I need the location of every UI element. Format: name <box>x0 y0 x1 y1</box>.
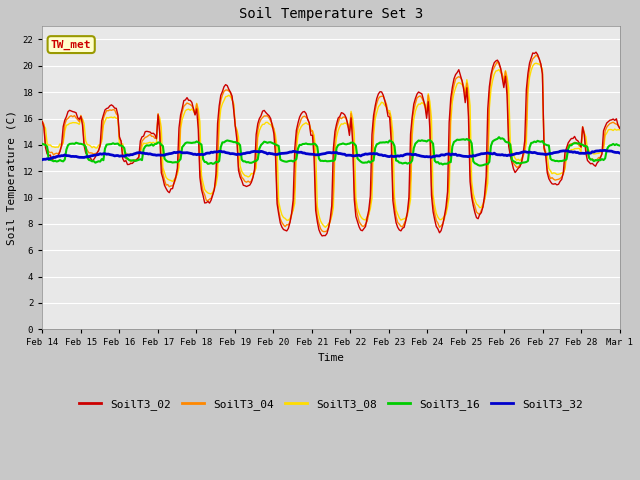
SoilT3_02 <box>318 233 326 239</box>
SoilT3_16 <box>587 156 595 162</box>
Line: SoilT3_16: SoilT3_16 <box>42 137 620 166</box>
SoilT3_32 <box>239 151 247 156</box>
SoilT3_32 <box>602 147 609 153</box>
SoilT3_16 <box>230 139 237 145</box>
SoilT3_02 <box>532 49 540 55</box>
SoilT3_32 <box>230 151 237 156</box>
Text: TW_met: TW_met <box>51 39 92 50</box>
SoilT3_02 <box>239 182 247 188</box>
Line: SoilT3_32: SoilT3_32 <box>42 150 620 160</box>
SoilT3_08 <box>532 60 540 66</box>
SoilT3_04 <box>616 124 623 130</box>
SoilT3_04 <box>109 107 117 113</box>
SoilT3_04 <box>239 176 247 182</box>
SoilT3_32 <box>291 149 299 155</box>
Line: SoilT3_04: SoilT3_04 <box>42 55 620 232</box>
SoilT3_04 <box>532 52 540 58</box>
SoilT3_08 <box>230 100 237 106</box>
SoilT3_04 <box>587 157 595 163</box>
SoilT3_32 <box>109 152 117 158</box>
SoilT3_02 <box>38 119 46 125</box>
Line: SoilT3_08: SoilT3_08 <box>42 63 620 228</box>
SoilT3_02 <box>291 146 299 152</box>
Title: Soil Temperature Set 3: Soil Temperature Set 3 <box>239 7 423 21</box>
SoilT3_08 <box>109 115 117 120</box>
SoilT3_08 <box>587 150 595 156</box>
SoilT3_08 <box>211 185 218 191</box>
SoilT3_02 <box>230 107 237 113</box>
SoilT3_08 <box>239 171 247 177</box>
SoilT3_08 <box>616 127 623 133</box>
SoilT3_04 <box>230 102 237 108</box>
SoilT3_08 <box>38 121 46 127</box>
Legend: SoilT3_02, SoilT3_04, SoilT3_08, SoilT3_16, SoilT3_32: SoilT3_02, SoilT3_04, SoilT3_08, SoilT3_… <box>75 395 588 415</box>
SoilT3_16 <box>476 163 484 168</box>
X-axis label: Time: Time <box>317 353 344 363</box>
SoilT3_04 <box>211 186 218 192</box>
SoilT3_04 <box>38 119 46 124</box>
SoilT3_32 <box>38 157 46 163</box>
SoilT3_16 <box>291 157 299 163</box>
SoilT3_16 <box>109 140 117 146</box>
SoilT3_32 <box>584 150 591 156</box>
SoilT3_02 <box>616 125 623 131</box>
SoilT3_02 <box>211 186 218 192</box>
SoilT3_16 <box>211 160 218 166</box>
Line: SoilT3_02: SoilT3_02 <box>42 52 620 236</box>
SoilT3_08 <box>321 225 329 230</box>
SoilT3_16 <box>239 158 247 164</box>
SoilT3_16 <box>495 134 503 140</box>
SoilT3_04 <box>291 184 299 190</box>
SoilT3_16 <box>38 141 46 147</box>
SoilT3_04 <box>320 229 328 235</box>
SoilT3_32 <box>211 149 218 155</box>
Y-axis label: Soil Temperature (C): Soil Temperature (C) <box>7 110 17 245</box>
SoilT3_02 <box>587 161 595 167</box>
SoilT3_02 <box>109 103 117 109</box>
SoilT3_32 <box>616 150 623 156</box>
SoilT3_08 <box>291 200 299 206</box>
SoilT3_16 <box>616 143 623 148</box>
